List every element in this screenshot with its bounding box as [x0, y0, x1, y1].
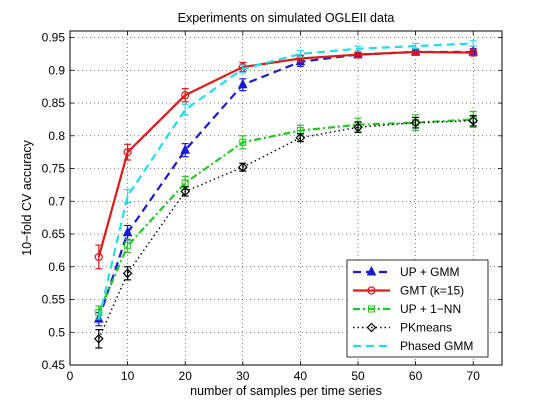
- error-bar: [124, 188, 132, 204]
- x-tick-label: 20: [179, 369, 193, 383]
- legend-box: [346, 259, 489, 358]
- data-point: [180, 144, 191, 154]
- x-tick-label: 50: [351, 369, 365, 383]
- data-point: [239, 138, 247, 146]
- error-bar: [354, 45, 362, 52]
- legend-label: Phased GMM: [400, 339, 473, 353]
- legend-label: UP + 1−NN: [400, 302, 461, 316]
- legend-label: GMT (k=15): [400, 284, 464, 298]
- legend-marker: [367, 286, 376, 295]
- data-point: [123, 148, 132, 157]
- data-point: [124, 242, 132, 250]
- series-line: [97, 42, 474, 320]
- series-layer: [93, 40, 479, 349]
- grid: [70, 31, 502, 365]
- x-axis-label: number of samples per time series: [190, 384, 382, 398]
- legend-marker: [366, 322, 377, 333]
- legend-label: PKmeans: [400, 321, 452, 335]
- data-point: [181, 179, 189, 187]
- series-line: [98, 120, 474, 340]
- y-tick-label: 0.5: [48, 325, 65, 339]
- legend-entry-1: UP + GMM: [353, 265, 459, 279]
- y-tick-label: 0.55: [42, 293, 66, 307]
- y-axis-label: 10−fold CV accuracy: [20, 139, 34, 255]
- error-bar: [239, 64, 247, 74]
- x-tick-label: 40: [294, 369, 308, 383]
- x-tick-label: 60: [409, 369, 423, 383]
- legend-entry-5: Phased GMM: [353, 339, 473, 353]
- series-5: [97, 40, 477, 320]
- error-bar: [412, 42, 420, 50]
- y-tick-label: 0.8: [48, 129, 65, 143]
- y-tick-label: 0.7: [48, 194, 65, 208]
- data-point: [94, 252, 103, 262]
- error-bar: [95, 329, 103, 349]
- data-point: [353, 122, 363, 133]
- data-point: [180, 186, 191, 197]
- legend: UP + GMM GMT (k=15) UP + 1−NN PKmeans Phased…: [346, 259, 489, 358]
- legend-entry-2: GMT (k=15): [353, 284, 464, 298]
- data-point: [237, 78, 248, 89]
- x-tick-label: 30: [236, 369, 250, 383]
- x-tick-label: 0: [67, 369, 74, 383]
- y-tick-label: 0.6: [48, 260, 65, 274]
- y-tick-label: 0.95: [42, 31, 66, 45]
- y-tick-label: 0.65: [42, 227, 66, 241]
- error-bar: [95, 244, 103, 270]
- data-point: [237, 162, 248, 173]
- error-bar: [469, 40, 477, 47]
- data-point: [468, 115, 479, 126]
- legend-entry-3: UP + 1−NN: [353, 302, 461, 316]
- legend-marker: [368, 305, 375, 313]
- plot-frame: [69, 30, 503, 366]
- y-tick-label: 0.75: [42, 162, 66, 176]
- data-point: [93, 333, 104, 344]
- axes: 0 10 20 30 40 50 60 70 0.45 0.5 0.55 0.6 0.65 0.7 0.75…: [42, 31, 502, 383]
- y-tick-label: 0.9: [48, 63, 65, 77]
- error-bar: [239, 135, 247, 150]
- chart-title: Experiments on simulated OGLEII data: [178, 11, 395, 25]
- y-tick-label: 0.45: [42, 358, 66, 372]
- error-bar: [296, 50, 304, 58]
- series-4: [93, 114, 479, 349]
- error-bar: [181, 103, 189, 116]
- y-tick-label: 0.85: [42, 96, 66, 110]
- data-point: [122, 268, 133, 279]
- x-tick-label: 70: [467, 369, 481, 383]
- legend-label: UP + GMM: [400, 265, 459, 279]
- data-point: [122, 226, 133, 237]
- data-point: [469, 48, 478, 57]
- error-bar: [124, 143, 132, 161]
- error-bar: [124, 238, 132, 253]
- series-line: [97, 50, 474, 258]
- legend-marker: [366, 265, 377, 276]
- data-point: [410, 117, 421, 128]
- data-point: [295, 132, 306, 143]
- data-point: [181, 91, 190, 100]
- x-tick-label: 10: [121, 369, 135, 383]
- legend-entry-4: PKmeans: [353, 321, 452, 335]
- error-bar: [181, 88, 189, 103]
